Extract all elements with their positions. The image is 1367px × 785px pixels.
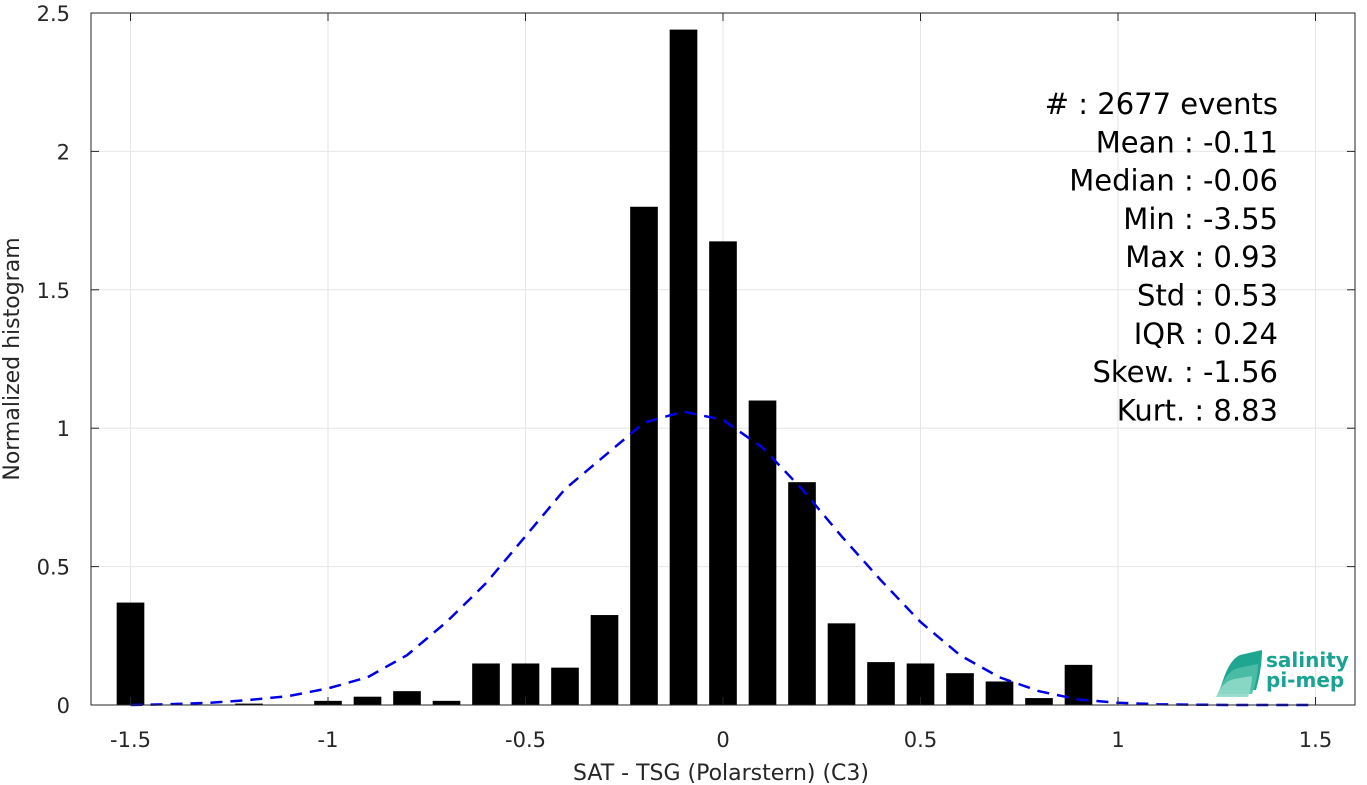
logo-line1: salinity: [1266, 648, 1349, 672]
stats-line: Median : -0.06: [1069, 164, 1278, 198]
y-tick-label: 0.5: [37, 556, 70, 580]
histogram-bar: [827, 623, 856, 705]
x-axis-label: SAT - TSG (Polarstern) (C3): [573, 761, 869, 785]
histogram-bar: [669, 29, 698, 706]
logo-waves-icon: [1216, 650, 1262, 697]
x-tick-label: -0.5: [505, 728, 546, 752]
histogram-bars: [116, 29, 1093, 706]
stats-line: # : 2677 events: [1045, 87, 1278, 121]
histogram-bar: [393, 691, 421, 705]
x-tick-label: 1: [1111, 728, 1124, 752]
stats-line: IQR : 0.24: [1134, 317, 1278, 351]
stats-line: Skew. : -1.56: [1092, 355, 1278, 389]
stats-line: Kurt. : 8.83: [1117, 393, 1278, 427]
y-tick-label: 0: [57, 694, 70, 718]
x-tick-label: -1.5: [110, 728, 151, 752]
x-tick-label: 1.5: [1299, 728, 1332, 752]
histogram-bar: [867, 662, 895, 705]
histogram-bar: [353, 696, 382, 705]
y-tick-label: 1: [57, 417, 70, 441]
histogram-bar: [709, 241, 737, 706]
histogram-bar: [235, 703, 263, 705]
histogram-bar: [748, 400, 777, 705]
histogram-bar: [788, 482, 816, 705]
y-tick-label: 2.5: [37, 2, 70, 26]
histogram-bar: [1025, 698, 1053, 705]
x-tick-label: -1: [318, 728, 339, 752]
stats-line: Max : 0.93: [1125, 240, 1278, 274]
histogram-bar: [630, 206, 658, 705]
stats-line: Mean : -0.11: [1096, 125, 1278, 159]
x-tick-label: 0: [716, 728, 729, 752]
salinity-pimep-logo: salinity pi-mep: [1216, 648, 1349, 697]
stats-line: Std : 0.53: [1137, 279, 1278, 313]
histogram-bar: [432, 700, 461, 705]
histogram-bar: [472, 663, 500, 705]
axis-ticks: -1.5 -1 -0.5 0 0.5 1 1.5 0 0.5 1 1.5 2 2.5: [37, 2, 1355, 752]
stats-box: # : 2677 events Mean : -0.11 Median : -0.0…: [1045, 87, 1278, 427]
y-tick-label: 1.5: [37, 279, 70, 303]
y-tick-label: 2: [57, 140, 70, 164]
histogram-bar: [590, 615, 619, 705]
histogram-bar: [985, 681, 1014, 705]
y-axis-label: Normalized histogram: [0, 237, 25, 480]
histogram-bar: [946, 673, 974, 705]
histogram-bar: [551, 667, 579, 705]
logo-line2: pi-mep: [1266, 668, 1344, 692]
histogram-bar: [116, 602, 145, 705]
stats-line: Min : -3.55: [1123, 202, 1278, 236]
x-tick-label: 0.5: [904, 728, 937, 752]
